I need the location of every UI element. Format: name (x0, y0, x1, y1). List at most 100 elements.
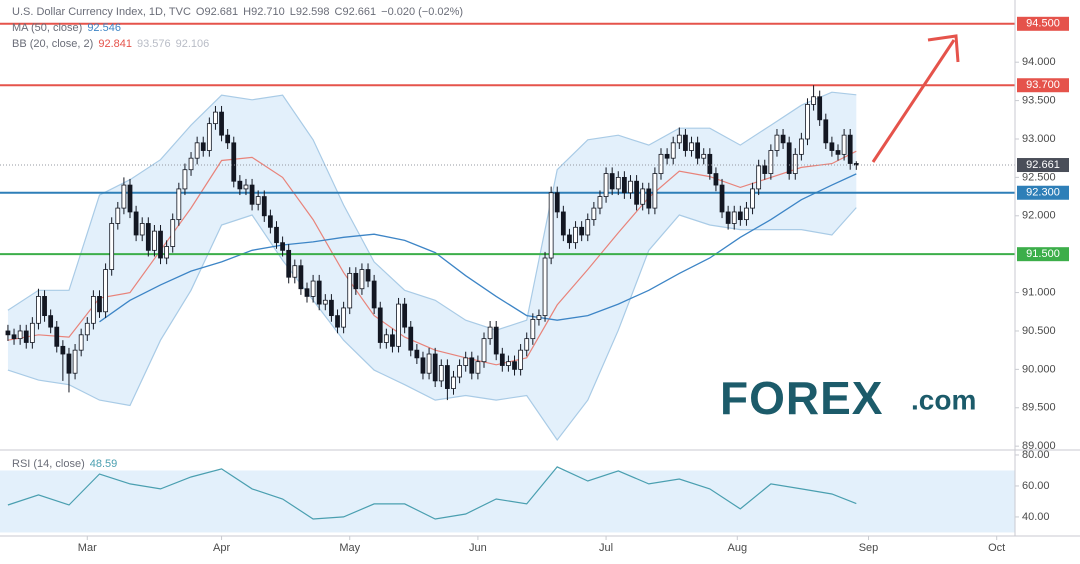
candle-body (304, 288, 310, 297)
candle-body (267, 215, 273, 228)
candle-body (426, 353, 432, 374)
legend-value: 92.661 (342, 6, 376, 18)
candle-body (658, 153, 664, 174)
candle-body (84, 322, 90, 336)
candle-body (737, 211, 743, 221)
x-tick-label: Jul (599, 542, 613, 554)
level-tag (1017, 16, 1069, 31)
last-price-label: 92.661 (1026, 159, 1060, 171)
candle-body (194, 142, 200, 159)
y-tick-label: 60.00 (1022, 480, 1050, 492)
candle-body (72, 349, 78, 374)
candle-body (615, 176, 621, 190)
candle-body (524, 338, 530, 351)
candle-body (731, 211, 737, 224)
mid-layer (0, 22, 1015, 520)
y-tick-label: 40.00 (1022, 511, 1050, 523)
legend-label: H (243, 6, 251, 18)
x-tick-label: Mar (78, 542, 97, 554)
candle-body (127, 184, 133, 213)
candle-body (188, 157, 194, 171)
legend-rsi-value: 48.59 (90, 458, 118, 470)
candle-body (5, 330, 11, 336)
candle-body (780, 134, 786, 144)
y-tick-label: 90.500 (1022, 325, 1056, 337)
candle-body (469, 357, 475, 374)
candle-body (152, 230, 157, 251)
legend-rsi-name: RSI (14, close) (12, 458, 85, 470)
candle-body (365, 269, 371, 282)
candle-body (853, 163, 859, 166)
candle-body (219, 111, 224, 136)
y-tick-label: 80.00 (1022, 449, 1050, 461)
candle-body (298, 265, 304, 290)
candle-body (585, 219, 591, 236)
y-tick-label: 91.000 (1022, 286, 1056, 298)
candle-body (310, 280, 316, 297)
candle-body (335, 315, 340, 328)
candle-body (805, 104, 810, 140)
candle-body (603, 173, 609, 197)
legend-label: O (196, 6, 205, 18)
candle-body (847, 134, 853, 164)
legend-line: BB (20, close, 2) 92.841 93.576 92.106 (12, 38, 209, 50)
candle-body (481, 338, 487, 363)
candle-body (518, 349, 524, 370)
candle-body (66, 353, 72, 374)
candle-body (261, 196, 267, 217)
legend-change: −0.020 (−0.02%) (381, 6, 463, 18)
candle-body (542, 257, 548, 317)
candle-body (36, 296, 41, 324)
candle-body (689, 142, 694, 151)
candle-body (499, 353, 505, 366)
level-tag (1017, 78, 1069, 93)
legend-title: U.S. Dollar Currency Index, 1D, TVC (12, 6, 191, 18)
y-tick-label: 92.500 (1022, 171, 1056, 183)
candle-body (457, 365, 462, 378)
candle-body (823, 119, 829, 144)
x-tick-label: May (339, 542, 360, 554)
candle-body (841, 134, 847, 155)
watermark-brand: FOREX (720, 372, 883, 424)
candle-body (713, 173, 719, 186)
candle-body (701, 153, 707, 159)
candle-body (176, 188, 182, 221)
candle-body (817, 96, 823, 121)
candle-body (390, 334, 395, 347)
candle-body (768, 150, 774, 174)
candle-body (396, 303, 401, 347)
candle-body (744, 207, 749, 221)
candle-body (206, 123, 212, 151)
level-tag-label: 92.300 (1026, 187, 1060, 199)
candle-body (597, 196, 603, 209)
x-tick-label: Aug (728, 542, 748, 554)
legend-value: 92.598 (296, 6, 330, 18)
candle-body (316, 280, 322, 305)
candle-body (322, 299, 328, 305)
candle-body (512, 361, 517, 370)
candle-body (707, 153, 713, 174)
candle-body (811, 96, 816, 105)
watermark-suffix: .com (911, 384, 976, 415)
candle-body (292, 265, 298, 278)
candle-body (676, 134, 682, 144)
candle-body (213, 111, 218, 125)
candle-body (420, 357, 426, 374)
candle-body (103, 269, 108, 313)
y-tick-label: 93.000 (1022, 133, 1056, 145)
level-tag-label: 93.700 (1026, 79, 1060, 91)
bb-line (7, 91, 857, 331)
y-tick-label: 92.000 (1022, 210, 1056, 222)
candle-body (377, 307, 383, 343)
candle-body (451, 376, 456, 389)
rsi-line (7, 466, 857, 520)
candle-body (243, 184, 249, 190)
candle-body (798, 138, 804, 155)
candle-body (628, 180, 633, 194)
candle-body (145, 223, 151, 251)
rsi-band (0, 470, 1015, 533)
candle-body (23, 330, 29, 343)
legend-label: C (335, 6, 343, 18)
candle-body (109, 223, 115, 270)
